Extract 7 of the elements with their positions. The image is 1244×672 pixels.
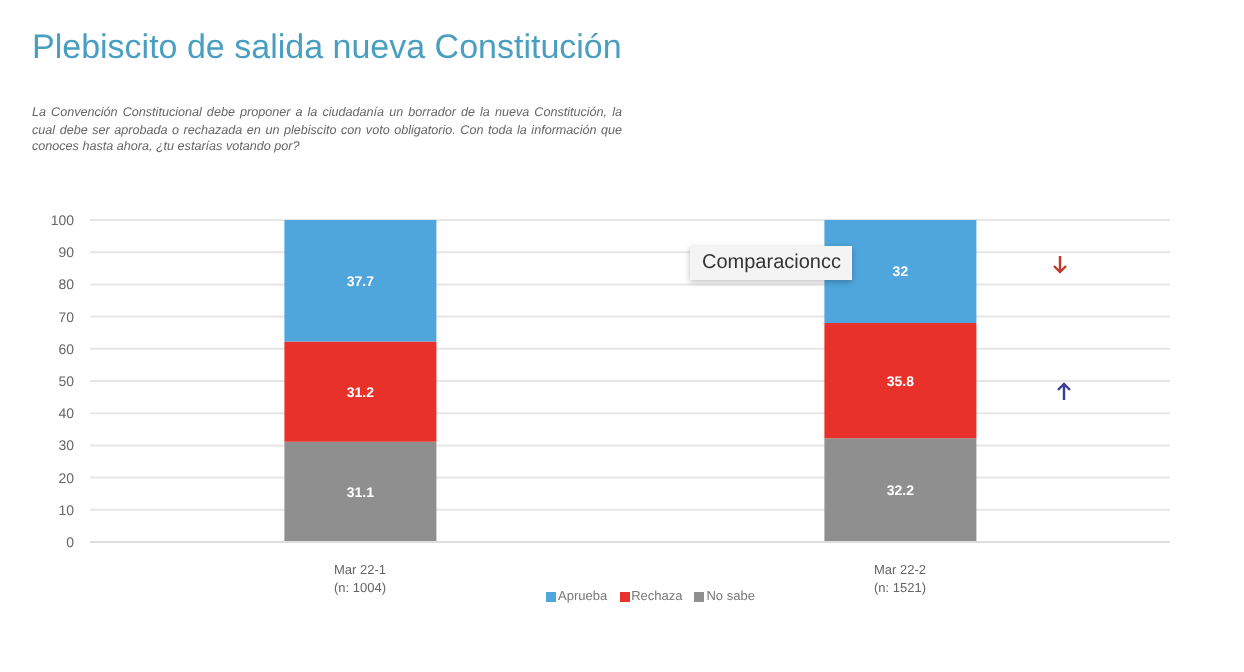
annotation: Comparacioncc (690, 246, 853, 280)
bar (284, 220, 437, 342)
bar (824, 438, 977, 542)
bar (284, 341, 437, 442)
chart-title: Plebiscito de salida nueva Constitución (32, 28, 622, 68)
bar (824, 323, 977, 439)
bar (284, 441, 437, 542)
